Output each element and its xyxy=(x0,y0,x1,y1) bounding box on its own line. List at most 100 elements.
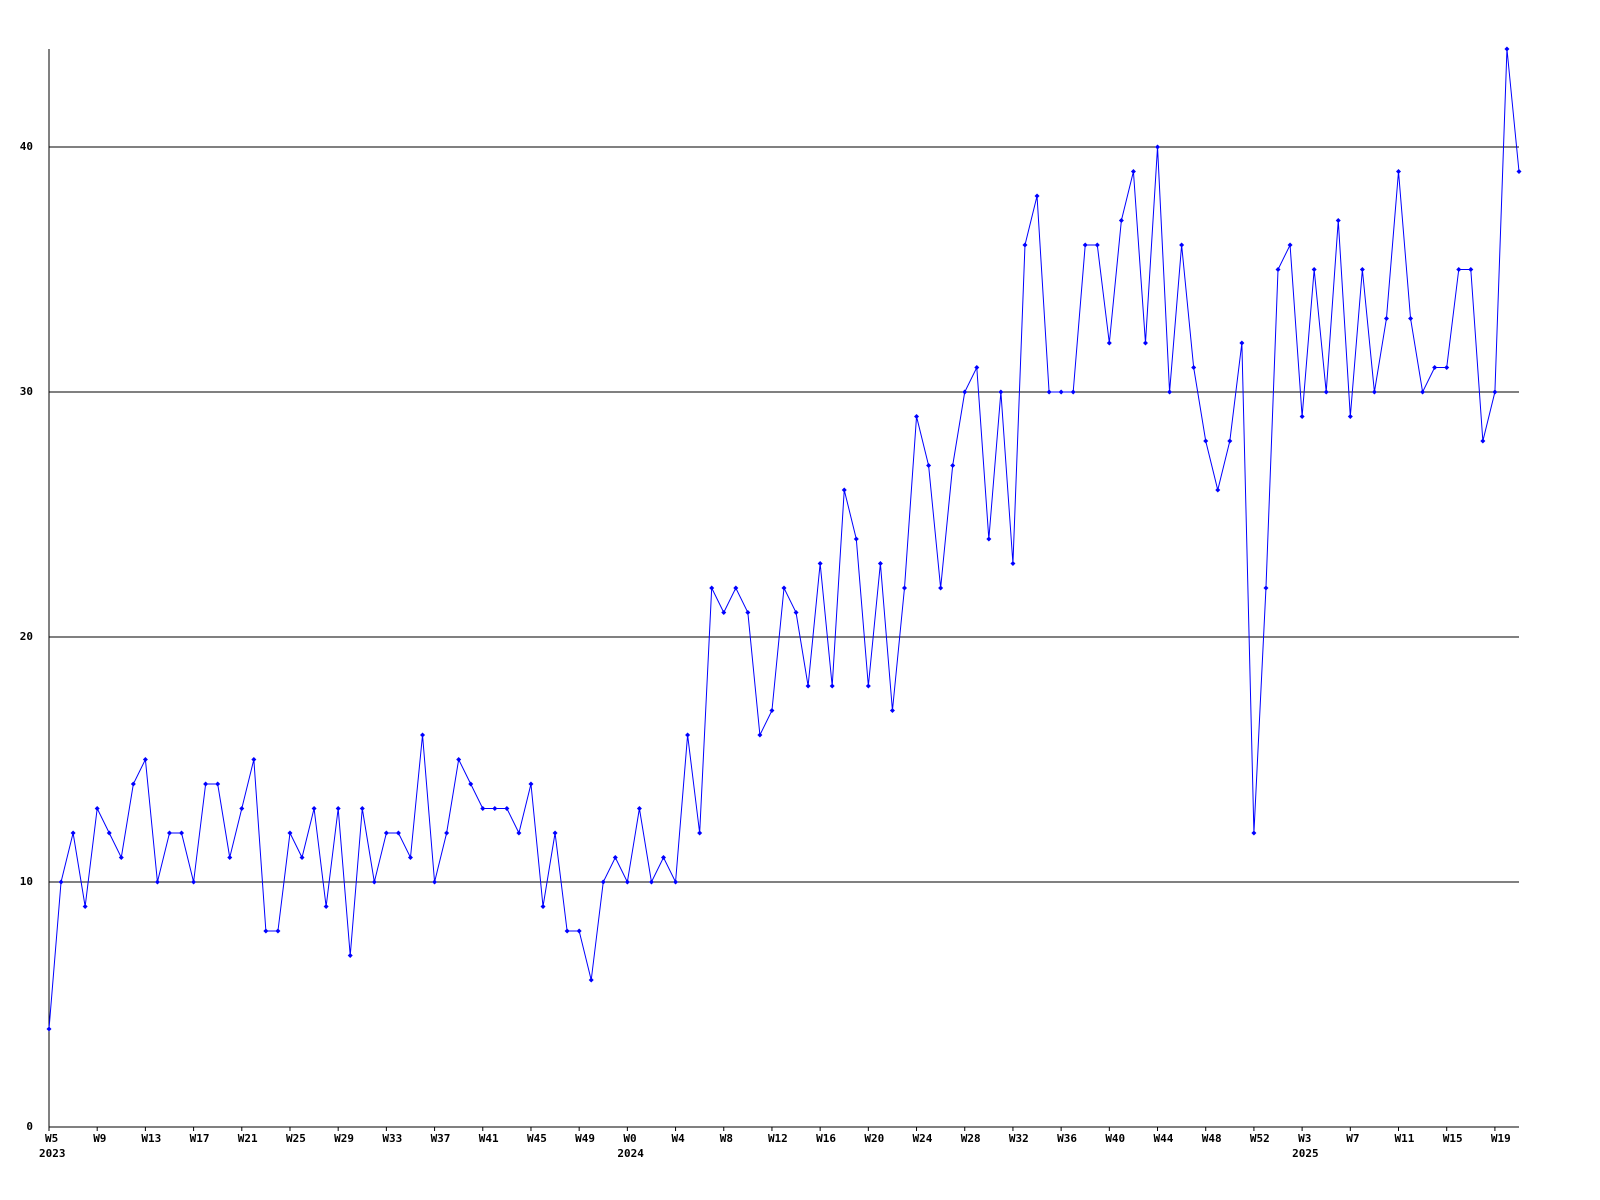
point xyxy=(733,585,739,591)
point xyxy=(179,830,185,836)
x-tick-label: W5 xyxy=(45,1132,58,1145)
x-tick-label: W12 xyxy=(768,1132,788,1145)
point xyxy=(1142,340,1148,346)
point xyxy=(853,536,859,542)
x-tick-label: W15 xyxy=(1443,1132,1463,1145)
point xyxy=(383,830,389,836)
x-group-label: 2023 xyxy=(39,1147,66,1160)
point xyxy=(624,879,630,885)
point xyxy=(311,806,317,811)
point xyxy=(432,879,438,885)
x-tick-label: W49 xyxy=(575,1132,595,1145)
point xyxy=(215,781,221,787)
x-tick-label: W28 xyxy=(961,1132,981,1145)
point xyxy=(1359,267,1365,272)
point xyxy=(1155,144,1161,150)
x-tick-label: W45 xyxy=(527,1132,547,1145)
point xyxy=(359,806,365,811)
point xyxy=(1058,389,1064,395)
point xyxy=(70,830,76,836)
point xyxy=(1118,218,1124,223)
point xyxy=(648,879,654,885)
point xyxy=(287,830,293,836)
point xyxy=(420,732,426,738)
point xyxy=(998,389,1004,395)
x-tick-label: W7 xyxy=(1346,1132,1359,1145)
point xyxy=(564,928,570,934)
point xyxy=(986,536,992,542)
point xyxy=(1299,414,1305,419)
point xyxy=(203,781,209,787)
x-tick-label: W21 xyxy=(238,1132,258,1145)
point xyxy=(1022,242,1028,248)
point xyxy=(901,585,907,591)
point xyxy=(757,732,763,738)
point xyxy=(1010,561,1016,566)
y-tick-label: 40 xyxy=(20,140,33,153)
point xyxy=(1492,389,1498,395)
point xyxy=(130,781,136,787)
point xyxy=(865,683,871,689)
point xyxy=(1504,46,1510,52)
point xyxy=(299,855,305,860)
point xyxy=(371,879,377,885)
x-group-label: 2024 xyxy=(617,1147,644,1160)
x-tick-label: W20 xyxy=(864,1132,884,1145)
x-tick-label: W52 xyxy=(1250,1132,1270,1145)
point xyxy=(275,928,281,934)
point xyxy=(118,855,124,860)
x-tick-label: W36 xyxy=(1057,1132,1077,1145)
point xyxy=(962,389,968,395)
point xyxy=(1516,169,1522,174)
point xyxy=(1408,316,1414,321)
x-tick-label: W25 xyxy=(286,1132,306,1145)
y-tick-label: 0 xyxy=(26,1120,33,1133)
point xyxy=(685,732,691,738)
point xyxy=(829,683,835,689)
point xyxy=(781,585,787,591)
point xyxy=(492,806,498,811)
point xyxy=(745,610,751,615)
x-tick-label: W41 xyxy=(479,1132,499,1145)
x-tick-label: W13 xyxy=(141,1132,161,1145)
point xyxy=(106,830,112,836)
x-tick-label: W33 xyxy=(382,1132,402,1145)
x-tick-label: W17 xyxy=(190,1132,210,1145)
point xyxy=(1480,438,1486,444)
point xyxy=(889,708,895,713)
point xyxy=(1287,242,1293,248)
point xyxy=(841,487,847,493)
point xyxy=(263,928,269,934)
point xyxy=(1383,316,1389,321)
y-tick-label: 10 xyxy=(20,875,33,888)
point xyxy=(1034,193,1040,199)
point xyxy=(1456,267,1462,272)
y-tick-label: 30 xyxy=(20,385,33,398)
point xyxy=(769,708,775,713)
point xyxy=(1203,438,1209,444)
point xyxy=(1335,218,1341,223)
point xyxy=(817,561,823,566)
x-tick-label: W48 xyxy=(1202,1132,1222,1145)
point xyxy=(721,610,727,615)
point xyxy=(1251,830,1257,836)
point xyxy=(166,830,172,836)
point xyxy=(1046,389,1052,395)
point xyxy=(600,879,606,885)
x-tick-label: W44 xyxy=(1154,1132,1174,1145)
x-tick-label: W37 xyxy=(431,1132,451,1145)
point xyxy=(46,1026,52,1032)
point xyxy=(1420,389,1426,395)
point xyxy=(480,806,486,811)
point xyxy=(974,365,980,370)
x-tick-label: W8 xyxy=(720,1132,733,1145)
point xyxy=(552,830,558,836)
x-tick-label: W11 xyxy=(1395,1132,1415,1145)
point xyxy=(191,879,197,885)
x-tick-label: W0 xyxy=(623,1132,636,1145)
x-tick-label: W9 xyxy=(93,1132,106,1145)
point xyxy=(1130,169,1136,174)
point xyxy=(709,585,715,591)
